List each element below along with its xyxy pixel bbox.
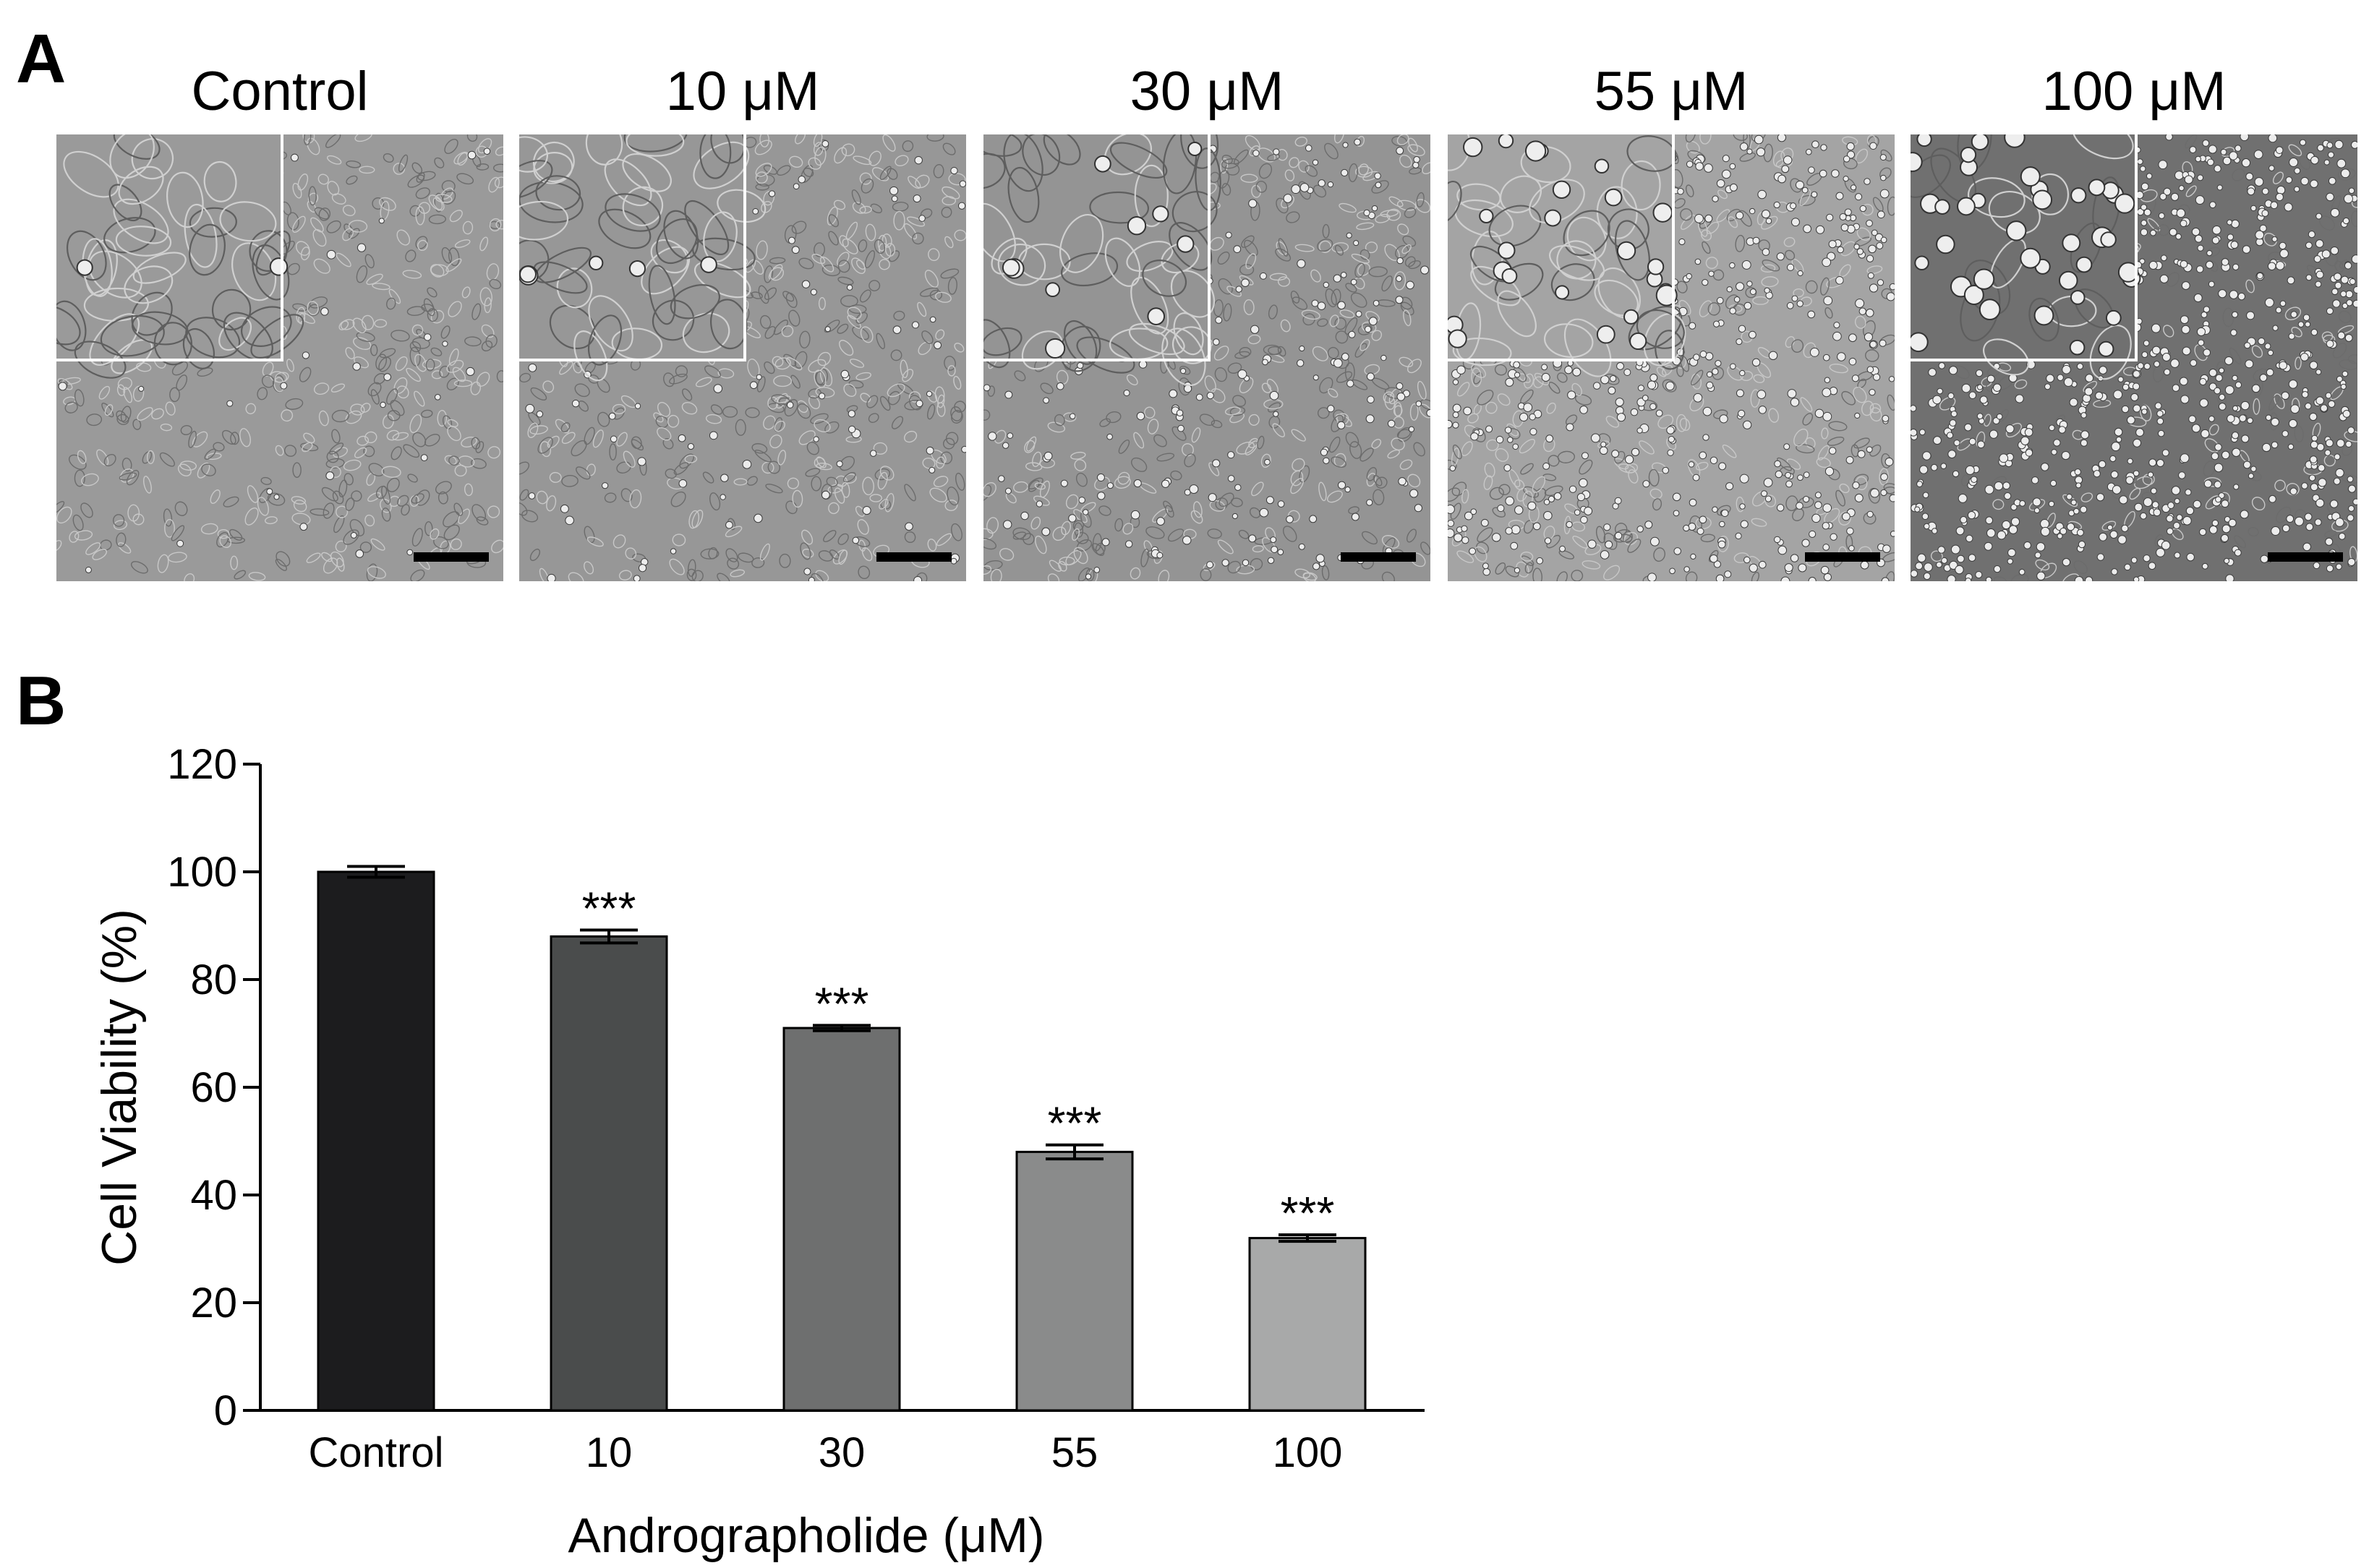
bar (317, 870, 435, 1412)
chart-canvas: 0 20 40 60 80 100 120 Control 10 *** 30 *** 55 *** 100… (92, 741, 1425, 1563)
error-bar (1046, 1143, 1104, 1161)
x-tick-label: Control (309, 1429, 444, 1476)
significance-annotation: *** (1048, 1097, 1102, 1149)
scale-bar (2268, 552, 2343, 562)
micrograph-title: Control (191, 61, 369, 122)
scale-bar (414, 552, 489, 562)
micrograph-panel (983, 134, 1430, 581)
panel-label-b: B (16, 662, 67, 740)
micrograph-title: 10 μM (665, 61, 820, 122)
bar (550, 935, 668, 1412)
bar-chart: 0 20 40 60 80 100 120 Control 10 *** 30 *** 55 *** 100… (0, 694, 1482, 1568)
bar (782, 1027, 901, 1412)
x-tick-label: 10 (586, 1429, 633, 1476)
micrograph-image (1448, 134, 1895, 581)
micrograph-title: 30 μM (1130, 61, 1284, 122)
panel-label-a: A (16, 20, 67, 98)
y-tick-label: 60 (190, 1064, 237, 1111)
micrograph-image (519, 134, 966, 581)
significance-annotation: *** (1281, 1187, 1335, 1239)
scale-bar (1341, 552, 1416, 562)
y-axis-title: Cell Viability (%) (92, 909, 147, 1266)
micrograph-panel (56, 134, 503, 581)
x-axis-title: Andrographolide (μM) (568, 1508, 1044, 1563)
micrograph-title: 100 μM (2041, 61, 2227, 122)
error-bar (813, 1024, 871, 1032)
x-tick-label: 100 (1273, 1429, 1343, 1476)
x-tick-label: 30 (819, 1429, 866, 1476)
error-bar (1279, 1233, 1336, 1243)
y-tick-label: 20 (190, 1280, 237, 1327)
micrograph-panel (1448, 134, 1895, 581)
micrograph-image (1911, 134, 2357, 581)
micrograph-panel (519, 134, 966, 581)
bar (1248, 1237, 1367, 1412)
y-tick-label: 80 (190, 956, 237, 1003)
bar (1015, 1150, 1134, 1412)
x-tick-label: 55 (1051, 1429, 1098, 1476)
scale-bar (1805, 552, 1880, 562)
y-tick-label: 120 (167, 741, 237, 788)
y-tick-label: 0 (214, 1387, 237, 1434)
micrograph-image (56, 134, 503, 581)
micrograph-panel (1911, 134, 2357, 581)
micrograph-image (983, 134, 1430, 581)
error-bar (580, 928, 638, 945)
significance-annotation: *** (815, 977, 869, 1029)
micrograph-title: 55 μM (1594, 61, 1749, 122)
significance-annotation: *** (582, 882, 636, 934)
y-tick-label: 40 (190, 1172, 237, 1219)
scale-bar (876, 552, 952, 562)
error-bar (347, 865, 405, 879)
y-tick-label: 100 (167, 849, 237, 896)
